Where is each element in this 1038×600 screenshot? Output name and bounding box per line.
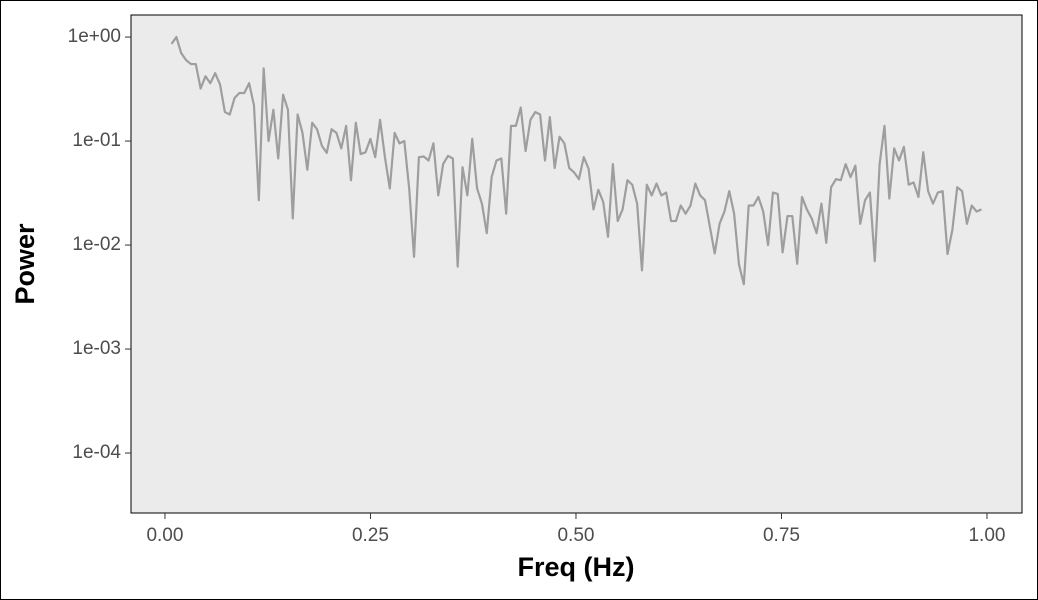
x-tick-label: 0.50 [557, 525, 594, 546]
x-tick-label: 0.00 [146, 525, 183, 546]
y-tick-label: 1e-04 [72, 442, 121, 463]
plot-panel [130, 14, 1023, 514]
x-tick-label: 1.00 [968, 525, 1005, 546]
x-axis-title: Freq (Hz) [518, 552, 635, 582]
y-tick-label: 1e-03 [72, 338, 121, 359]
y-tick-label: 1e+00 [68, 26, 121, 47]
data-line [170, 35, 982, 286]
x-tick-label: 0.25 [352, 525, 389, 546]
y-tick-label: 1e-01 [72, 130, 121, 151]
x-tick-label: 0.75 [763, 525, 800, 546]
y-tick-label: 1e-02 [72, 234, 121, 255]
y-axis-title: Power [10, 223, 40, 305]
